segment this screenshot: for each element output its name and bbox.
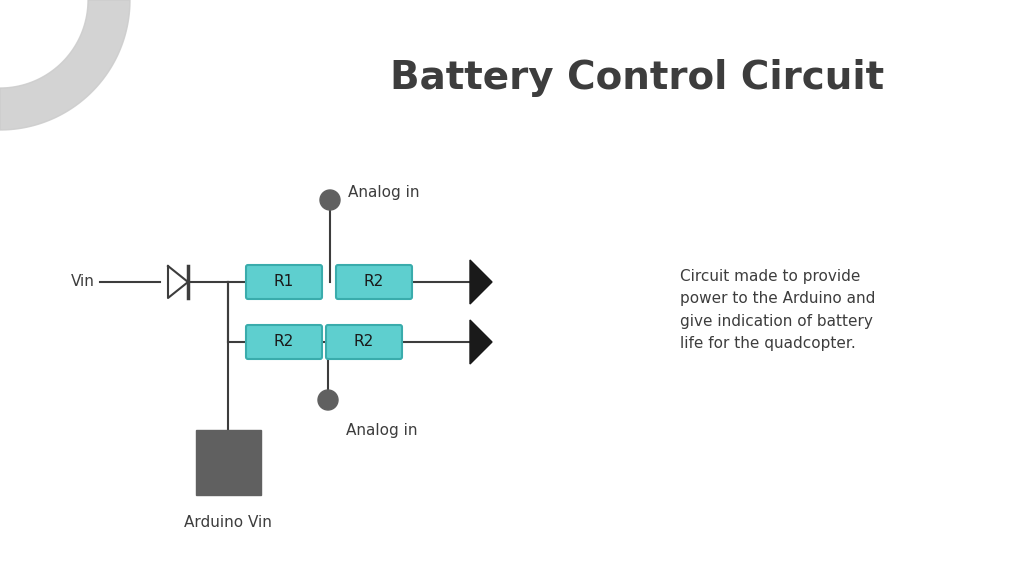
Text: Arduino Vin: Arduino Vin [184,515,272,530]
FancyBboxPatch shape [336,265,412,299]
Text: Battery Control Circuit: Battery Control Circuit [390,59,884,97]
Text: Circuit made to provide
power to the Arduino and
give indication of battery
life: Circuit made to provide power to the Ard… [680,269,876,351]
Polygon shape [0,0,130,130]
Polygon shape [470,320,492,364]
Text: Analog in: Analog in [348,184,420,199]
Text: R2: R2 [364,275,384,290]
Text: R2: R2 [354,335,374,350]
Text: R1: R1 [273,275,294,290]
Circle shape [319,190,340,210]
Polygon shape [470,260,492,304]
FancyBboxPatch shape [326,325,402,359]
FancyBboxPatch shape [246,265,322,299]
Circle shape [318,390,338,410]
Polygon shape [168,266,188,298]
Text: Vin: Vin [71,275,95,290]
Text: Analog in: Analog in [346,423,418,438]
Bar [196,430,260,495]
FancyBboxPatch shape [246,325,322,359]
Text: R2: R2 [273,335,294,350]
